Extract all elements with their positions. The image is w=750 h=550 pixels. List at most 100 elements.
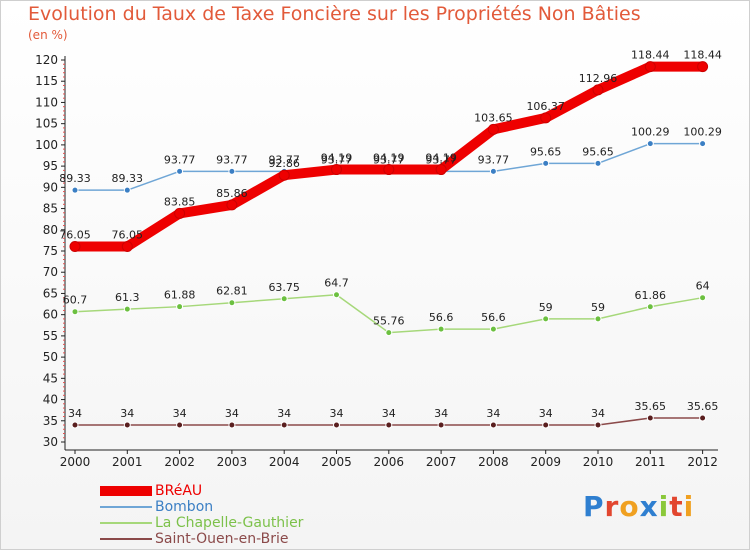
data-point	[280, 295, 288, 303]
data-point	[71, 421, 79, 429]
data-point	[489, 167, 497, 175]
data-label: 89.33	[112, 172, 144, 185]
legend-swatch	[100, 486, 152, 496]
data-label: 63.75	[268, 281, 300, 294]
y-tick-label: 90	[43, 180, 58, 194]
data-label: 56.6	[481, 311, 506, 324]
data-point	[123, 421, 131, 429]
data-point	[435, 164, 447, 176]
data-point	[699, 414, 707, 422]
data-label: 95.65	[582, 145, 614, 158]
data-label: 34	[591, 407, 605, 420]
data-point	[333, 291, 340, 299]
legend-label: La Chapelle-Gauthier	[155, 515, 304, 531]
data-label: 35.65	[635, 400, 667, 413]
x-tick-label: 2004	[269, 455, 300, 469]
y-tick-label: 75	[43, 244, 58, 258]
data-point	[123, 186, 131, 194]
y-tick-label: 105	[35, 117, 58, 131]
y-tick-label: 115	[35, 74, 58, 88]
data-label: 34	[120, 407, 134, 420]
data-point	[383, 164, 395, 176]
data-point	[280, 421, 288, 429]
x-tick-label: 2006	[374, 455, 405, 469]
y-tick-label: 35	[43, 414, 58, 428]
legend-swatch	[100, 538, 152, 540]
x-tick-label: 2003	[217, 455, 248, 469]
data-label: 64	[696, 280, 710, 293]
data-label: 34	[539, 407, 553, 420]
data-point	[69, 241, 81, 253]
x-tick-label: 2007	[426, 455, 457, 469]
legend-swatch	[100, 522, 152, 524]
data-point	[437, 421, 445, 429]
y-tick-label: 85	[43, 202, 58, 216]
data-label: 34	[277, 407, 291, 420]
logo-letter: o	[619, 490, 640, 523]
data-label: 76.05	[112, 229, 144, 242]
data-point	[385, 329, 393, 337]
logo-letter: x	[639, 490, 659, 523]
y-tick-label: 120	[35, 53, 58, 67]
data-label: 103.65	[474, 111, 513, 124]
y-tick-label: 55	[43, 329, 58, 343]
x-tick-label: 2000	[60, 455, 91, 469]
data-label: 118.44	[683, 49, 722, 62]
data-point	[594, 159, 602, 167]
x-tick-label: 2008	[478, 455, 509, 469]
data-point	[542, 159, 550, 167]
data-label: 106.37	[526, 100, 565, 113]
data-label: 55.76	[373, 315, 405, 328]
x-tick-label: 2012	[687, 455, 718, 469]
data-point	[594, 315, 602, 323]
data-point	[228, 299, 236, 307]
data-label: 34	[486, 407, 500, 420]
data-label: 59	[591, 301, 605, 314]
data-point	[646, 140, 654, 148]
data-point	[644, 61, 656, 73]
y-tick-label: 110	[35, 95, 58, 109]
data-point	[176, 303, 184, 311]
data-point	[487, 123, 499, 135]
data-label: 93.77	[478, 153, 510, 166]
x-tick-label: 2002	[164, 455, 195, 469]
data-point	[176, 167, 184, 175]
data-point	[594, 421, 602, 429]
data-point	[176, 421, 184, 429]
data-label: 64.7	[324, 277, 349, 290]
data-label: 34	[68, 407, 82, 420]
data-label: 59	[539, 301, 553, 314]
data-label: 34	[225, 407, 239, 420]
data-label: 34	[434, 407, 448, 420]
data-label: 60.7	[63, 294, 88, 307]
data-label: 76.05	[59, 229, 91, 242]
x-tick-label: 2010	[583, 455, 614, 469]
data-label: 34	[330, 407, 344, 420]
legend-swatch	[100, 506, 152, 508]
data-point	[71, 308, 79, 316]
data-label: 94.19	[425, 152, 457, 165]
data-label: 56.6	[429, 311, 454, 324]
data-label: 93.77	[425, 153, 457, 166]
data-label: 35.65	[687, 400, 719, 413]
data-point	[123, 305, 131, 313]
legend-label: BRéAU	[155, 483, 203, 499]
y-tick-label: 65	[43, 286, 58, 300]
chart-unit-label: (en %)	[28, 28, 68, 42]
data-label: 61.88	[164, 289, 196, 302]
data-label: 34	[382, 407, 396, 420]
data-point	[697, 61, 709, 73]
data-label: 93.77	[373, 153, 405, 166]
x-tick-label: 2009	[530, 455, 561, 469]
data-label: 94.19	[373, 152, 405, 165]
data-point	[489, 421, 497, 429]
y-tick-label: 60	[43, 308, 58, 322]
data-point	[228, 421, 236, 429]
data-label: 85.86	[216, 187, 248, 200]
legend-label: Saint-Ouen-en-Brie	[155, 531, 289, 547]
logo-letter: P	[583, 490, 605, 523]
data-label: 61.86	[635, 289, 667, 302]
data-point	[699, 294, 707, 302]
